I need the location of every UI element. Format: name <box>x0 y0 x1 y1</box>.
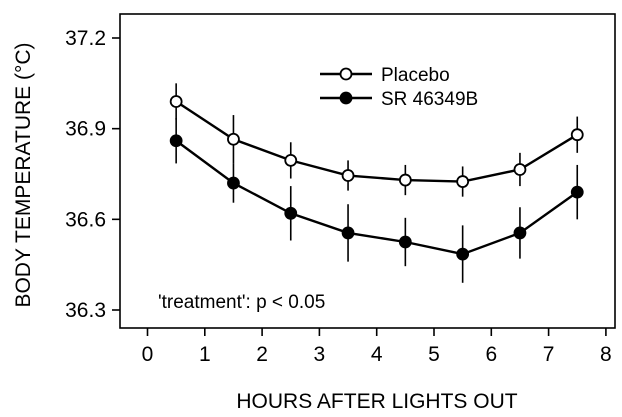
data-point <box>341 226 355 240</box>
data-point <box>570 185 584 199</box>
data-point <box>169 95 183 108</box>
data-point <box>456 247 470 261</box>
series-line <box>175 139 578 256</box>
y-axis-title: BODY TEMPERATURE (°C) <box>12 42 35 307</box>
x-tick-label: 3 <box>314 343 326 366</box>
x-tick-label: 1 <box>199 343 211 366</box>
y-tick-label: 36.6 <box>65 208 106 231</box>
y-tick-label: 37.2 <box>65 27 106 50</box>
legend-label: Placebo <box>381 65 450 86</box>
data-point <box>513 226 527 240</box>
data-point <box>456 175 470 188</box>
legend-label: SR 46349B <box>381 89 478 110</box>
x-tick-label: 2 <box>256 343 268 366</box>
x-tick-label: 5 <box>428 343 440 366</box>
annotation: 'treatment': p < 0.05 <box>158 292 325 313</box>
data-point <box>513 163 527 176</box>
data-point <box>169 134 183 148</box>
axes: 0 1 2 3 4 5 6 7 8 36.3 36.6 36.9 37.2 <box>65 13 616 366</box>
x-tick-label: 7 <box>543 343 555 366</box>
data-point <box>227 176 240 190</box>
data-point <box>398 235 412 249</box>
x-tick-label: 8 <box>600 343 612 366</box>
legend-marker <box>339 67 353 81</box>
y-tick-label: 36.9 <box>65 118 106 141</box>
y-tick-label: 36.3 <box>65 299 106 322</box>
legend: Placebo SR 46349B <box>320 65 478 110</box>
x-axis-title: HOURS AFTER LIGHTS OUT <box>236 390 517 413</box>
x-tick-label: 6 <box>485 343 497 366</box>
data-point <box>398 173 412 187</box>
data-point <box>284 206 298 220</box>
series-line <box>175 100 578 183</box>
x-tick-label: 0 <box>142 343 154 366</box>
legend-marker <box>339 91 353 105</box>
plot-frame <box>119 13 616 329</box>
plot-area <box>169 83 584 283</box>
series-2 <box>169 118 584 283</box>
x-tick-label: 4 <box>371 343 383 366</box>
data-point <box>284 153 298 167</box>
series-1 <box>169 83 584 197</box>
data-point <box>570 128 584 142</box>
data-point <box>227 132 240 146</box>
data-point <box>341 169 355 182</box>
